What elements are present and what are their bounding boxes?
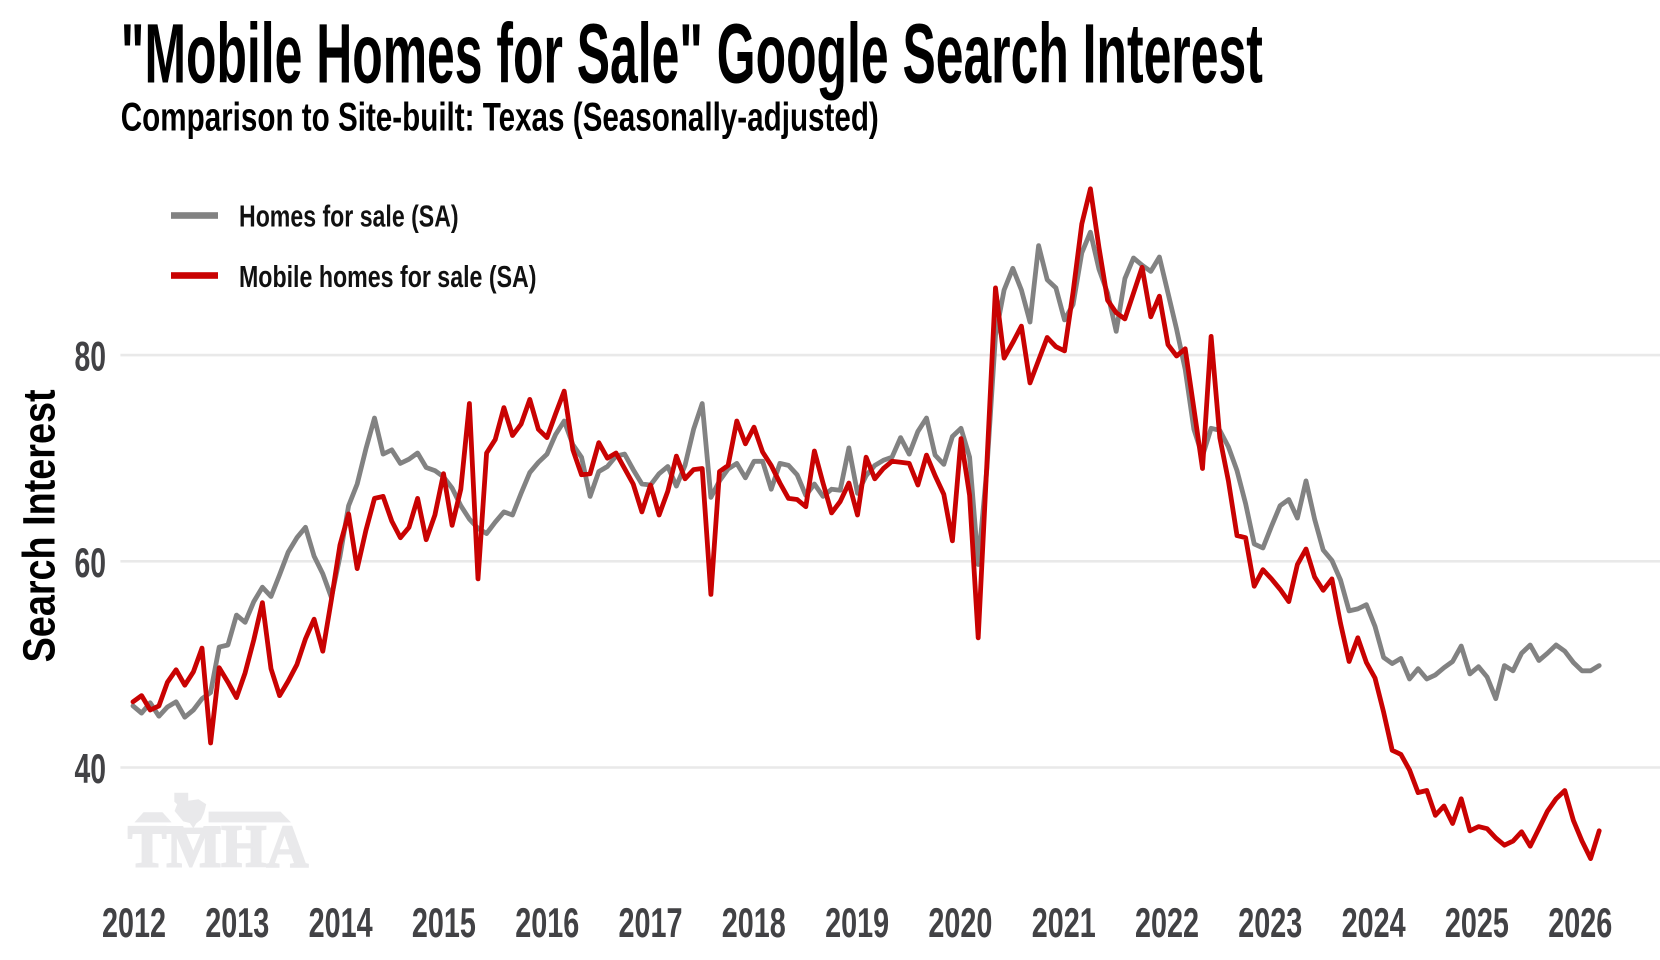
svg-text:2019: 2019: [825, 899, 889, 946]
svg-text:2012: 2012: [102, 899, 166, 946]
svg-text:2013: 2013: [205, 899, 269, 946]
svg-text:2014: 2014: [309, 899, 373, 946]
svg-text:40: 40: [75, 745, 107, 792]
svg-text:2020: 2020: [928, 899, 992, 946]
svg-text:80: 80: [75, 333, 107, 380]
svg-text:2022: 2022: [1135, 899, 1199, 946]
svg-text:Mobile homes for sale (SA): Mobile homes for sale (SA): [239, 259, 537, 294]
svg-text:2025: 2025: [1445, 899, 1509, 946]
svg-text:Homes for sale (SA): Homes for sale (SA): [239, 199, 459, 234]
svg-text:2023: 2023: [1238, 899, 1302, 946]
svg-text:Comparison to Site-built: Texa: Comparison to Site-built: Texas (Seasona…: [121, 95, 879, 139]
svg-text:2021: 2021: [1032, 899, 1096, 946]
svg-text:60: 60: [75, 539, 107, 586]
svg-text:2026: 2026: [1548, 899, 1612, 946]
svg-text:2017: 2017: [619, 899, 683, 946]
svg-text:Search Interest: Search Interest: [13, 389, 64, 662]
svg-text:TMHA: TMHA: [128, 814, 308, 880]
svg-text:"Mobile Homes for Sale" Google: "Mobile Homes for Sale" Google Search In…: [121, 7, 1263, 101]
svg-text:2024: 2024: [1342, 899, 1406, 946]
svg-text:2015: 2015: [412, 899, 476, 946]
svg-text:2016: 2016: [515, 899, 579, 946]
svg-text:2018: 2018: [722, 899, 786, 946]
